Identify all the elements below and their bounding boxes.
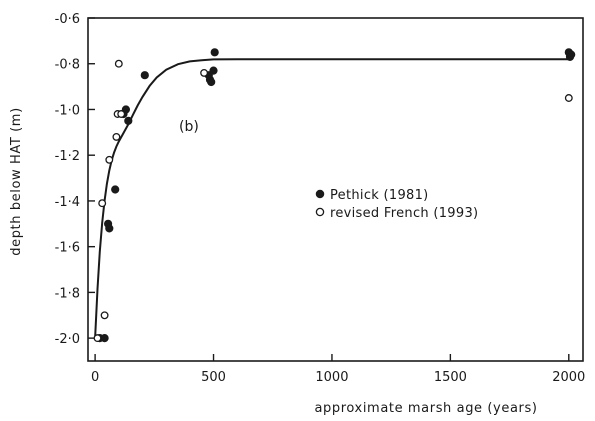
legend: Pethick (1981) revised French (1993) — [315, 188, 478, 221]
y-tick-label: -0·8 — [55, 58, 80, 73]
data-point-filled — [567, 50, 576, 59]
data-point-filled — [140, 71, 149, 80]
data-point-filled — [124, 116, 133, 126]
data-point-open — [200, 68, 209, 77]
x-tick-label: 500 — [201, 370, 226, 385]
data-point-open — [114, 59, 123, 68]
x-axis: 0 500 1000 1500 2000 — [91, 354, 585, 385]
data-points — [93, 48, 576, 343]
data-point-filled — [207, 77, 216, 87]
data-point-open — [117, 110, 126, 118]
x-tick-label: 0 — [91, 370, 99, 385]
y-tick-label: -1·6 — [55, 241, 80, 256]
legend-label: Pethick (1981) — [330, 188, 429, 203]
data-point-filled — [111, 185, 120, 194]
plot-area-border — [87, 17, 584, 362]
x-tick-label: 1000 — [315, 370, 348, 385]
legend-label: revised French (1993) — [330, 206, 478, 221]
data-point-open — [98, 199, 107, 208]
legend-marker-open — [315, 207, 325, 217]
y-tick-label: -1·4 — [55, 195, 80, 210]
y-axis-title: depth below HAT (m) — [9, 107, 24, 256]
data-point-filled — [210, 48, 219, 57]
y-axis: -0·6 -0·8 -1·0 -1·2 -1·4 -1·6 -1·8 -2·0 — [55, 12, 95, 347]
data-point-open — [105, 155, 114, 164]
data-point-open — [100, 311, 109, 320]
y-tick-label: -1·2 — [55, 149, 80, 164]
x-tick-label: 2000 — [552, 370, 585, 385]
legend-marker-filled — [315, 189, 325, 199]
data-point-filled — [121, 105, 131, 114]
y-tick-label: -0·6 — [55, 12, 80, 27]
y-tick-label: -2·0 — [55, 332, 80, 347]
data-point-open — [112, 132, 121, 141]
x-tick-label: 1500 — [434, 370, 467, 385]
data-point-open — [564, 94, 573, 102]
y-tick-label: -1·0 — [55, 103, 80, 118]
y-tick-label: -1·8 — [55, 286, 80, 301]
fitted-curve-layer — [94, 58, 569, 339]
data-point-filled — [209, 66, 218, 75]
x-axis-title: approximate marsh age (years) — [314, 401, 537, 416]
plot-frame — [87, 17, 584, 362]
fitted-curve — [94, 58, 569, 339]
data-point-filled — [100, 334, 109, 343]
data-point-open — [93, 334, 102, 343]
data-point-filled — [105, 224, 114, 233]
panel-label: (b) — [179, 119, 199, 135]
